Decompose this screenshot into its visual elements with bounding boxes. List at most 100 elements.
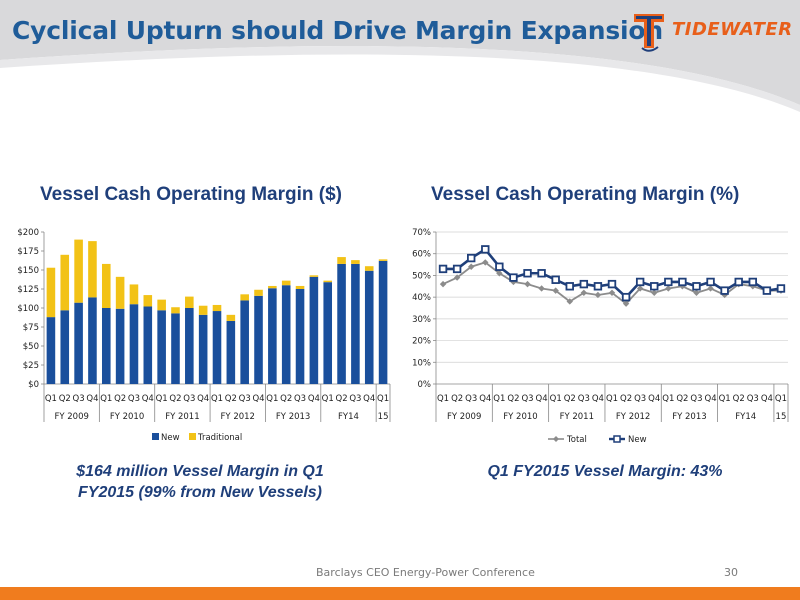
bar-traditional [171, 307, 180, 314]
bar-new [129, 304, 139, 384]
line-point-total [693, 289, 700, 296]
line-point-new [706, 277, 715, 287]
bar-traditional [309, 275, 319, 277]
line-x-tick-label: Q4 [705, 394, 717, 404]
bar-new [295, 289, 305, 384]
bar-y-tick-label: $150 [17, 266, 39, 276]
line-point-new [537, 269, 546, 278]
bar-group-label: FY 2012 [221, 412, 255, 422]
line-group-label: FY 2011 [560, 412, 594, 422]
line-point-total [707, 285, 714, 292]
bar-legend-label-traditional: Traditional [197, 433, 242, 443]
line-x-tick-label: Q2 [564, 394, 576, 404]
line-point-new [720, 286, 729, 295]
bar-x-tick-label: Q1 [322, 394, 334, 404]
line-x-tick-label: Q3 [747, 394, 759, 404]
line-group-label: FY 2009 [447, 412, 481, 422]
logo-wordmark: TIDEWATER [672, 19, 793, 40]
line-point-new [452, 264, 462, 274]
line-x-tick-label: Q1 [662, 394, 674, 404]
bar-x-tick-label: Q4 [308, 394, 320, 404]
header-band [0, 0, 800, 112]
line-y-tick-label: 20% [412, 337, 431, 347]
bar-x-tick-label: Q1 [377, 394, 389, 404]
line-point-total [453, 274, 461, 281]
bar-new [364, 270, 374, 384]
line-point-new [467, 253, 476, 263]
line-y-tick-label: 0% [418, 380, 432, 390]
bar-traditional [254, 289, 263, 296]
line-point-total [580, 289, 588, 296]
line-y-tick-label: 30% [412, 315, 431, 325]
bar-traditional [337, 257, 346, 264]
bar-traditional [268, 285, 277, 289]
line-legend-label-total: Total [566, 435, 587, 445]
left-caption-line-2: FY2015 (99% from New Vessels) [78, 484, 322, 501]
bar-new [254, 295, 263, 384]
bar-group-label: FY 2010 [110, 412, 144, 422]
bar-traditional [295, 285, 305, 289]
bar-new [115, 308, 125, 384]
line-point-total [439, 280, 447, 288]
line-x-tick-label: Q4 [592, 394, 604, 404]
bar-traditional [60, 254, 70, 311]
line-x-tick-label: Q1 [437, 394, 449, 404]
bar-traditional [88, 241, 97, 298]
line-x-tick-label: Q1 [493, 394, 505, 404]
left-caption-line-1: $164 million Vessel Margin in Q1 [76, 463, 324, 480]
bar-x-tick-label: Q4 [197, 394, 209, 404]
line-point-new [523, 269, 532, 278]
bar-new [157, 310, 166, 384]
bar-new [268, 288, 277, 384]
bar-x-tick-label: Q3 [349, 394, 361, 404]
bar-x-tick-label: Q4 [363, 394, 375, 404]
bar-x-tick-label: Q2 [336, 394, 348, 404]
line-point-total [496, 270, 503, 277]
bar-new [88, 297, 97, 384]
bar-group-label: FY 2009 [54, 412, 88, 422]
line-point-total [468, 263, 475, 270]
line-y-tick-label: 70% [412, 228, 431, 238]
line-point-new [664, 277, 673, 287]
line-group-label: FY 2012 [616, 412, 650, 422]
bar-y-tick-label: $25 [23, 361, 39, 371]
line-x-tick-label: Q4 [479, 394, 491, 404]
bar-x-tick-label: Q1 [156, 394, 168, 404]
line-chart: 0%10%20%30%40%50%60%70%Q1 Q2 Q3 Q4 Q1 Q2 Q3 Q4 Q… [412, 228, 789, 445]
line-point-new [734, 277, 743, 287]
line-point-new [635, 277, 645, 287]
line-legend-marker-total [553, 436, 559, 442]
bar-new [143, 306, 153, 384]
bar-traditional [46, 267, 56, 318]
bar-y-tick-label: $100 [17, 304, 39, 314]
bar-x-tick-label: Q4 [86, 394, 98, 404]
line-point-new [762, 286, 772, 295]
line-y-tick-label: 60% [412, 250, 431, 260]
bar-traditional [101, 263, 111, 308]
line-x-tick-label: Q2 [507, 394, 519, 404]
line-point-new [551, 275, 560, 284]
bar-new [60, 310, 70, 384]
bar-traditional [129, 284, 139, 305]
line-point-new [565, 282, 574, 291]
line-point-new [748, 277, 757, 287]
bar-y-tick-label: $50 [23, 342, 39, 352]
page-number: 30 [724, 566, 738, 579]
page-title: Cyclical Upturn should Drive Margin Expa… [12, 16, 663, 45]
bar-x-tick-label: Q1 [211, 394, 223, 404]
bar-new [323, 282, 333, 384]
line-point-total [482, 259, 489, 266]
bar-y-tick-label: $125 [17, 285, 39, 295]
bar-new [212, 311, 222, 384]
line-point-new [579, 279, 589, 289]
bar-traditional [185, 296, 194, 308]
bar-x-tick-label: Q4 [252, 394, 264, 404]
line-point-new [509, 273, 518, 282]
bar-x-tick-label: Q2 [280, 394, 292, 404]
line-x-tick-label: Q1 [719, 394, 731, 404]
line-legend-label-new: New [628, 435, 647, 445]
tidewater-t-icon [634, 14, 664, 52]
footer-conference: Barclays CEO Energy-Power Conference [316, 566, 535, 579]
line-point-total [510, 278, 517, 286]
